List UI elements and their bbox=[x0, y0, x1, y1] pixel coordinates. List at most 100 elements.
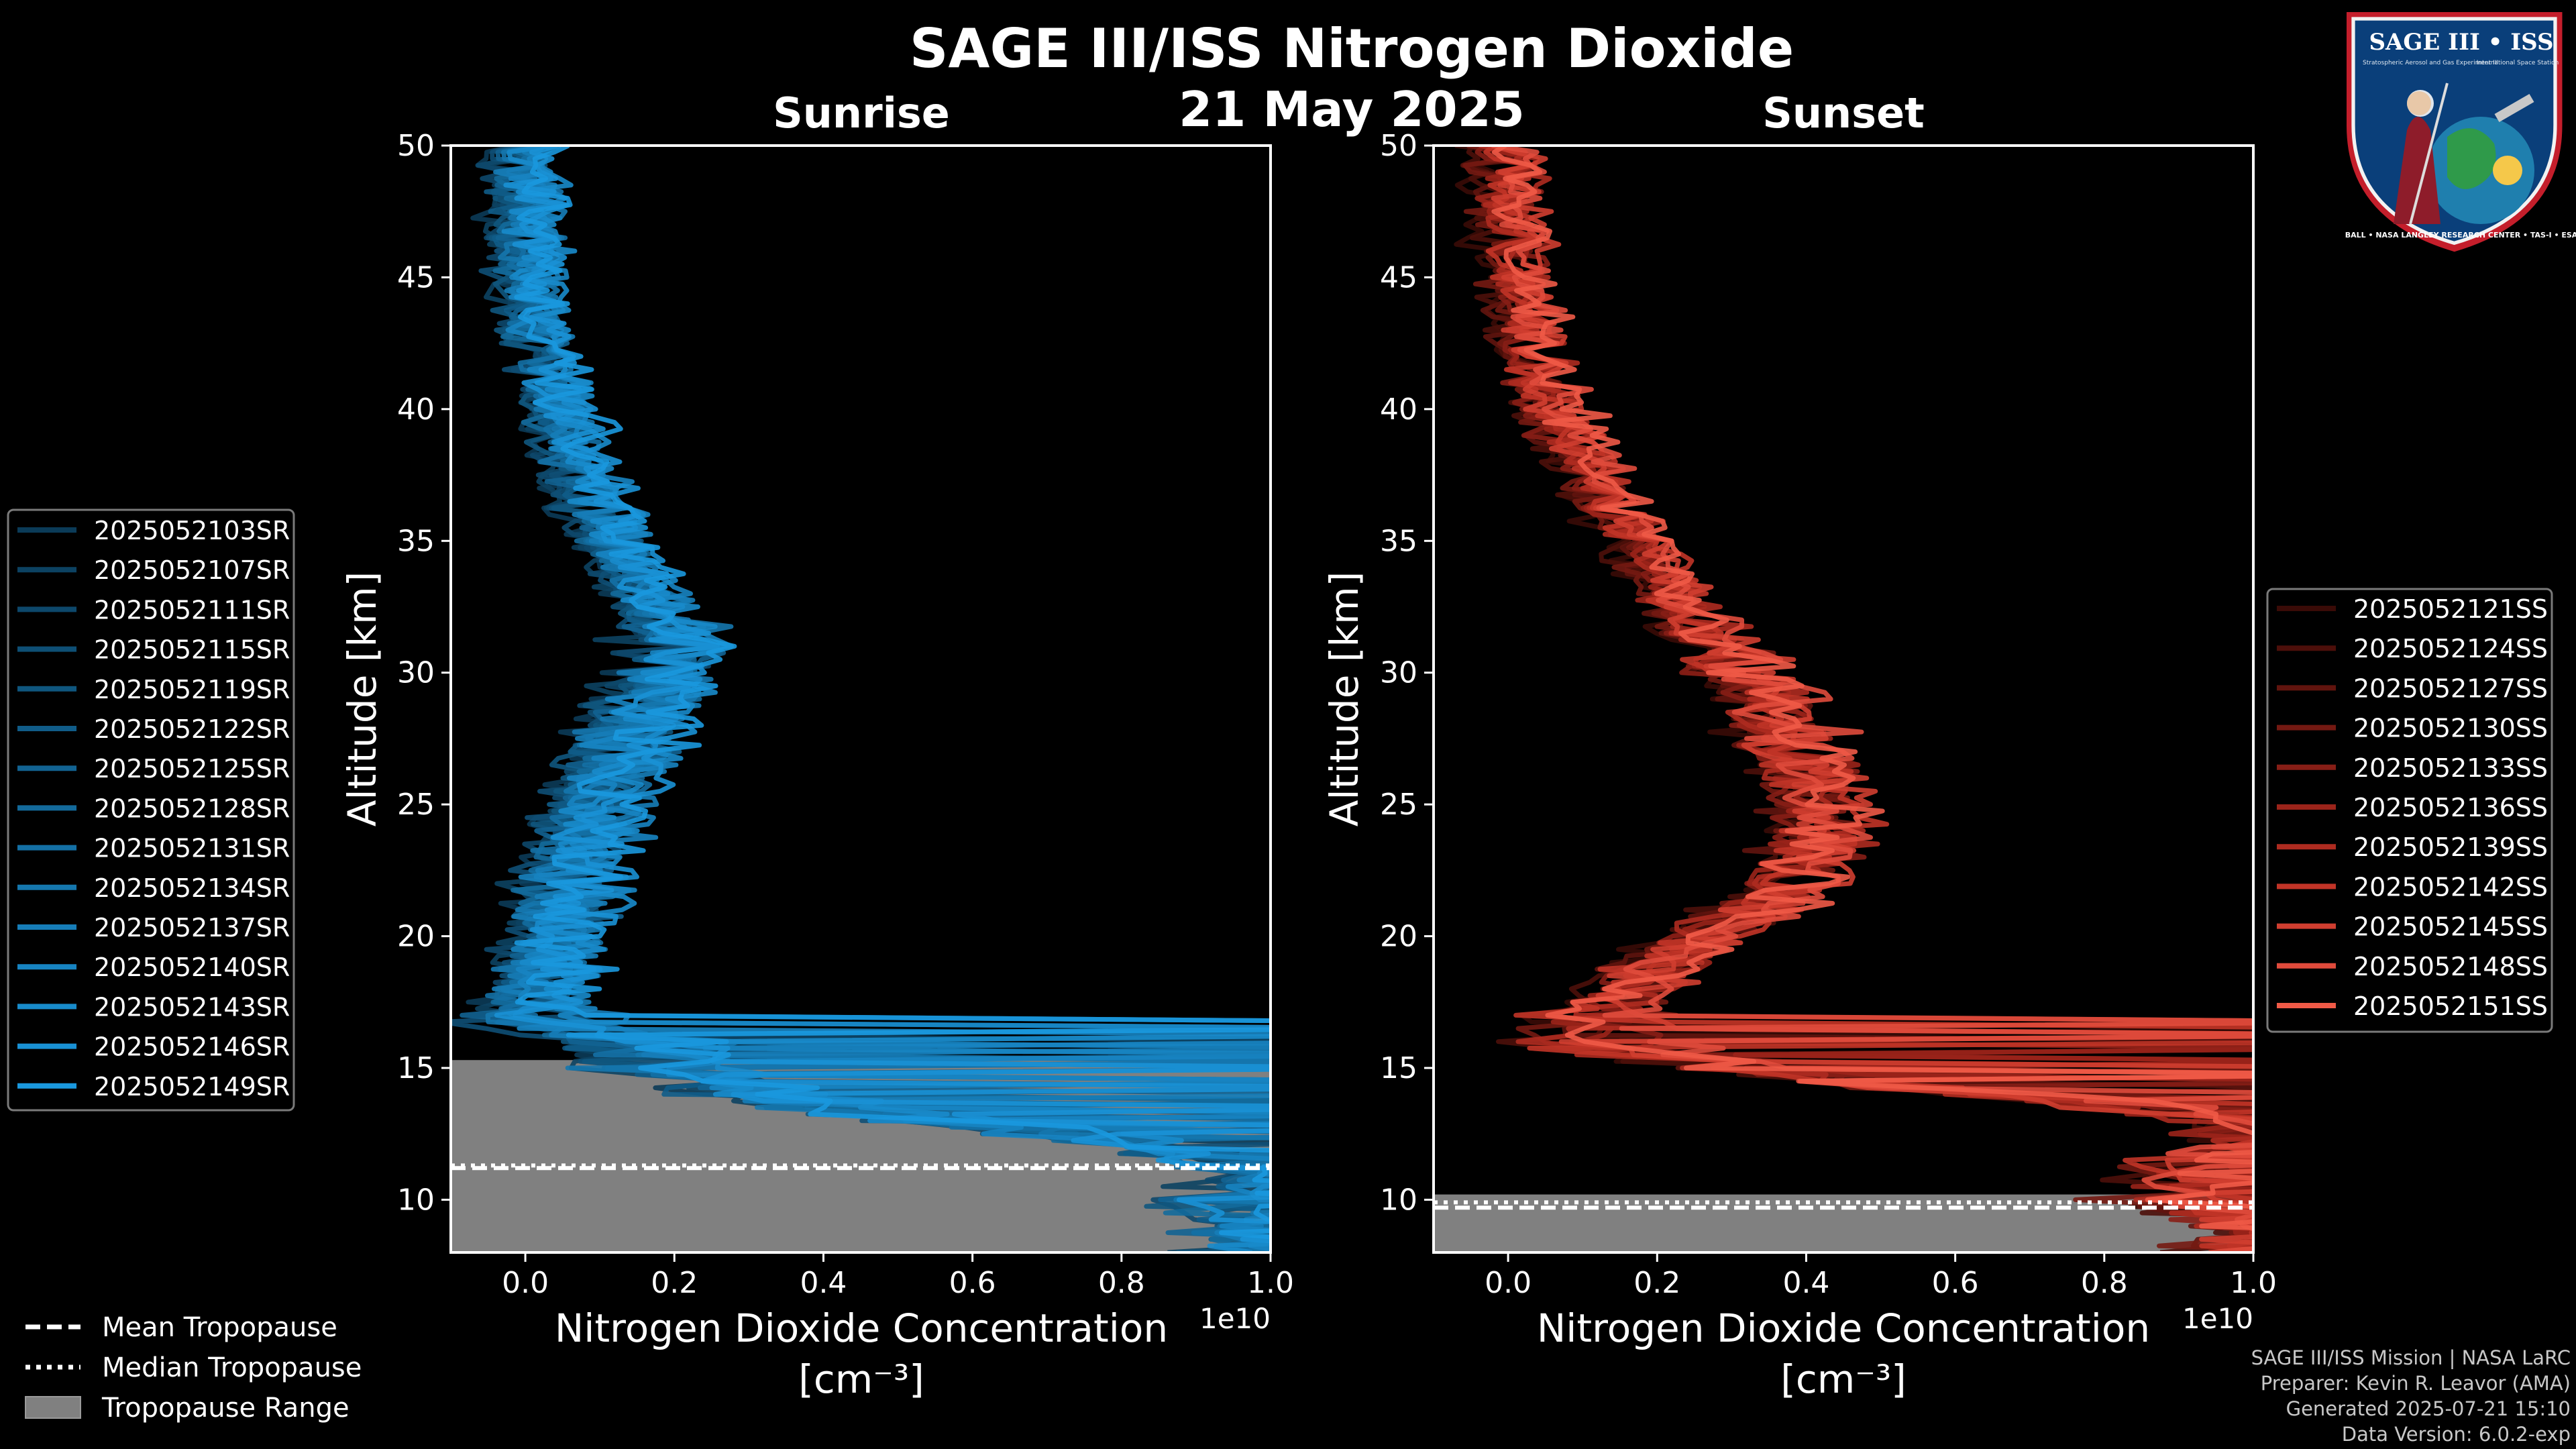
sunset-legend-label: 2025052139SS bbox=[2353, 833, 2548, 862]
sunset-panel: Sunset 0.0 0.2 0.4 0.6 0.8 1.0 10 15 20 25 30 35 40… bbox=[1322, 89, 2277, 1402]
sunset-legend-label: 2025052136SS bbox=[2353, 793, 2548, 822]
sunrise-legend-label: 2025052128SR bbox=[94, 794, 290, 823]
sunrise-series-line bbox=[494, 146, 1271, 1244]
sunset-x-tick-label: 0.8 bbox=[2081, 1266, 2128, 1300]
sunset-legend-label: 2025052145SS bbox=[2353, 912, 2548, 942]
sun-icon bbox=[2493, 156, 2522, 185]
sunrise-legend-label: 2025052119SR bbox=[94, 675, 290, 704]
sunset-series-line bbox=[1479, 146, 2253, 1250]
sunset-x-tick-label: 0.0 bbox=[1485, 1266, 1532, 1300]
sunrise-y-tick-label: 40 bbox=[397, 392, 435, 427]
tropopause-range-swatch bbox=[25, 1396, 81, 1419]
sunrise-x-axis-units: [cm⁻³] bbox=[798, 1356, 924, 1402]
sunrise-legend-label: 2025052137SR bbox=[94, 913, 290, 943]
iss-icon bbox=[2494, 93, 2534, 123]
sunset-legend-label: 2025052148SS bbox=[2353, 952, 2548, 981]
sunrise-y-tick-label: 50 bbox=[397, 129, 435, 163]
sunrise-y-tick-label: 10 bbox=[397, 1183, 435, 1217]
sunrise-legend-label: 2025052149SR bbox=[94, 1072, 290, 1102]
sunrise-y-tick-label: 45 bbox=[397, 260, 435, 294]
sunrise-y-tick-label: 25 bbox=[397, 788, 435, 822]
sunrise-axes-frame bbox=[449, 144, 1272, 1254]
sunrise-y-tick-label: 30 bbox=[397, 656, 435, 690]
sunset-y-tick-label: 50 bbox=[1380, 129, 1417, 163]
sunrise-legend-label: 2025052143SR bbox=[94, 992, 290, 1022]
sunset-y-tick-label: 35 bbox=[1380, 524, 1417, 558]
sunset-plot-area bbox=[1434, 146, 2253, 1252]
astronomer-figure bbox=[2394, 117, 2440, 224]
sunrise-x-tick-label: 1.0 bbox=[1247, 1266, 1294, 1300]
logo-subtitle: Stratospheric Aerosol and Gas Experiment… bbox=[2363, 60, 2498, 66]
credit-line: Preparer: Kevin R. Leavor (AMA) bbox=[2261, 1372, 2571, 1395]
sunset-y-tick-label: 45 bbox=[1380, 260, 1417, 294]
sunrise-x-tick-label: 0.6 bbox=[949, 1266, 996, 1300]
sunrise-x-tick-label: 0.4 bbox=[800, 1266, 847, 1300]
figure-title: SAGE III/ISS Nitrogen Dioxide bbox=[910, 17, 1794, 80]
sunrise-x-ticks: 0.0 0.2 0.4 0.6 0.8 1.0 bbox=[502, 1252, 1294, 1300]
sunset-x-tick-label: 0.4 bbox=[1782, 1266, 1829, 1300]
sunset-legend-label: 2025052121SS bbox=[2353, 594, 2548, 624]
sunset-offset-text: 1e10 bbox=[2182, 1302, 2253, 1335]
sunrise-y-ticks: 10 15 20 25 30 35 40 45 50 bbox=[397, 129, 451, 1217]
sunset-legend-label: 2025052142SS bbox=[2353, 872, 2548, 902]
sunrise-x-tick-label: 0.8 bbox=[1098, 1266, 1145, 1300]
sage-iii-iss-logo: SAGE III • ISS Stratospheric Aerosol and… bbox=[2345, 12, 2576, 252]
sunrise-series-line bbox=[514, 146, 1271, 1240]
sunrise-title: Sunrise bbox=[773, 89, 950, 138]
sunset-x-ticks: 0.0 0.2 0.4 0.6 0.8 1.0 bbox=[1485, 1252, 2277, 1300]
sunrise-offset-text: 1e10 bbox=[1199, 1302, 1271, 1335]
sunrise-legend-label: 2025052107SR bbox=[94, 555, 290, 585]
logo-platform: International Space Station bbox=[2477, 60, 2559, 66]
logo-name: SAGE III • ISS bbox=[2369, 29, 2553, 56]
sunset-series-line bbox=[1491, 146, 2253, 1230]
sunrise-legend-label: 2025052115SR bbox=[94, 635, 290, 665]
sunset-x-axis-label: Nitrogen Dioxide Concentration bbox=[1537, 1305, 2150, 1351]
credit-line: Data Version: 6.0.2-exp bbox=[2342, 1423, 2571, 1446]
credit-line: SAGE III/ISS Mission | NASA LaRC bbox=[2251, 1346, 2571, 1369]
sunset-legend-label: 2025052130SS bbox=[2353, 714, 2548, 743]
sunset-legend-label: 2025052133SS bbox=[2353, 753, 2548, 783]
sunrise-panel: Sunrise 0.0 0.2 0.4 0.6 0.8 1.0 10 15 20 25 30 35 4… bbox=[339, 89, 1294, 1402]
sunrise-x-tick-label: 0.2 bbox=[651, 1266, 698, 1300]
sunrise-series-line bbox=[505, 146, 1271, 1252]
sunrise-legend-label: 2025052111SR bbox=[94, 595, 290, 625]
sunrise-y-tick-label: 20 bbox=[397, 920, 435, 954]
credit-line: Generated 2025-07-21 15:10 bbox=[2286, 1397, 2571, 1420]
median-tropopause-label: Median Tropopause bbox=[102, 1352, 362, 1383]
sunset-legend: 2025052121SS 2025052124SS 2025052127SS 2025… bbox=[2266, 588, 2553, 1033]
sunrise-legend-label: 2025052131SR bbox=[94, 834, 290, 863]
sunrise-legend-label: 2025052140SR bbox=[94, 953, 290, 982]
sunset-y-tick-label: 40 bbox=[1380, 392, 1417, 427]
sunset-y-tick-label: 15 bbox=[1380, 1051, 1417, 1085]
sunset-x-axis-units: [cm⁻³] bbox=[1780, 1356, 1907, 1402]
sunset-x-tick-label: 1.0 bbox=[2230, 1266, 2277, 1300]
sunset-y-tick-label: 20 bbox=[1380, 920, 1417, 954]
mean-tropopause-label: Mean Tropopause bbox=[102, 1312, 337, 1343]
sunset-y-tick-label: 10 bbox=[1380, 1183, 1417, 1217]
sunset-y-axis-label: Altitude [km] bbox=[1322, 572, 1367, 826]
sunrise-legend-label: 2025052146SR bbox=[94, 1032, 290, 1062]
sunset-legend-label: 2025052124SS bbox=[2353, 634, 2548, 663]
sunset-x-tick-label: 0.6 bbox=[1932, 1266, 1979, 1300]
sunset-legend-label: 2025052127SS bbox=[2353, 674, 2548, 703]
sunrise-series-line bbox=[501, 146, 1271, 1252]
sunrise-plot-area bbox=[451, 146, 1271, 1252]
sunset-y-tick-label: 30 bbox=[1380, 656, 1417, 690]
sunrise-x-tick-label: 0.0 bbox=[502, 1266, 549, 1300]
sunrise-legend-label: 2025052122SR bbox=[94, 714, 290, 744]
sunset-title: Sunset bbox=[1762, 89, 1925, 138]
credits: SAGE III/ISS Mission | NASA LaRC Prepare… bbox=[2251, 1346, 2571, 1446]
sunset-axes-frame bbox=[1432, 144, 2255, 1254]
sunrise-y-axis-label: Altitude [km] bbox=[339, 572, 385, 826]
sunset-y-ticks: 10 15 20 25 30 35 40 45 50 bbox=[1380, 129, 1434, 1217]
sunset-y-tick-label: 25 bbox=[1380, 788, 1417, 822]
sunrise-legend-label: 2025052125SR bbox=[94, 754, 290, 784]
sunrise-legend-label: 2025052134SR bbox=[94, 873, 290, 903]
figure-date: 21 May 2025 bbox=[1179, 81, 1525, 138]
sunset-x-tick-label: 0.2 bbox=[1633, 1266, 1680, 1300]
sunrise-legend: 2025052103SR 2025052107SR 2025052111SR 2025… bbox=[7, 508, 295, 1112]
sunrise-x-axis-label: Nitrogen Dioxide Concentration bbox=[555, 1305, 1168, 1351]
sunrise-y-tick-label: 15 bbox=[397, 1051, 435, 1085]
sunrise-y-tick-label: 35 bbox=[397, 524, 435, 558]
